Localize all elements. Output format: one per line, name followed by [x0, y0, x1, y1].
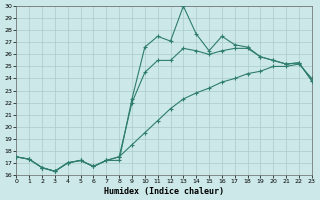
X-axis label: Humidex (Indice chaleur): Humidex (Indice chaleur) — [104, 187, 224, 196]
